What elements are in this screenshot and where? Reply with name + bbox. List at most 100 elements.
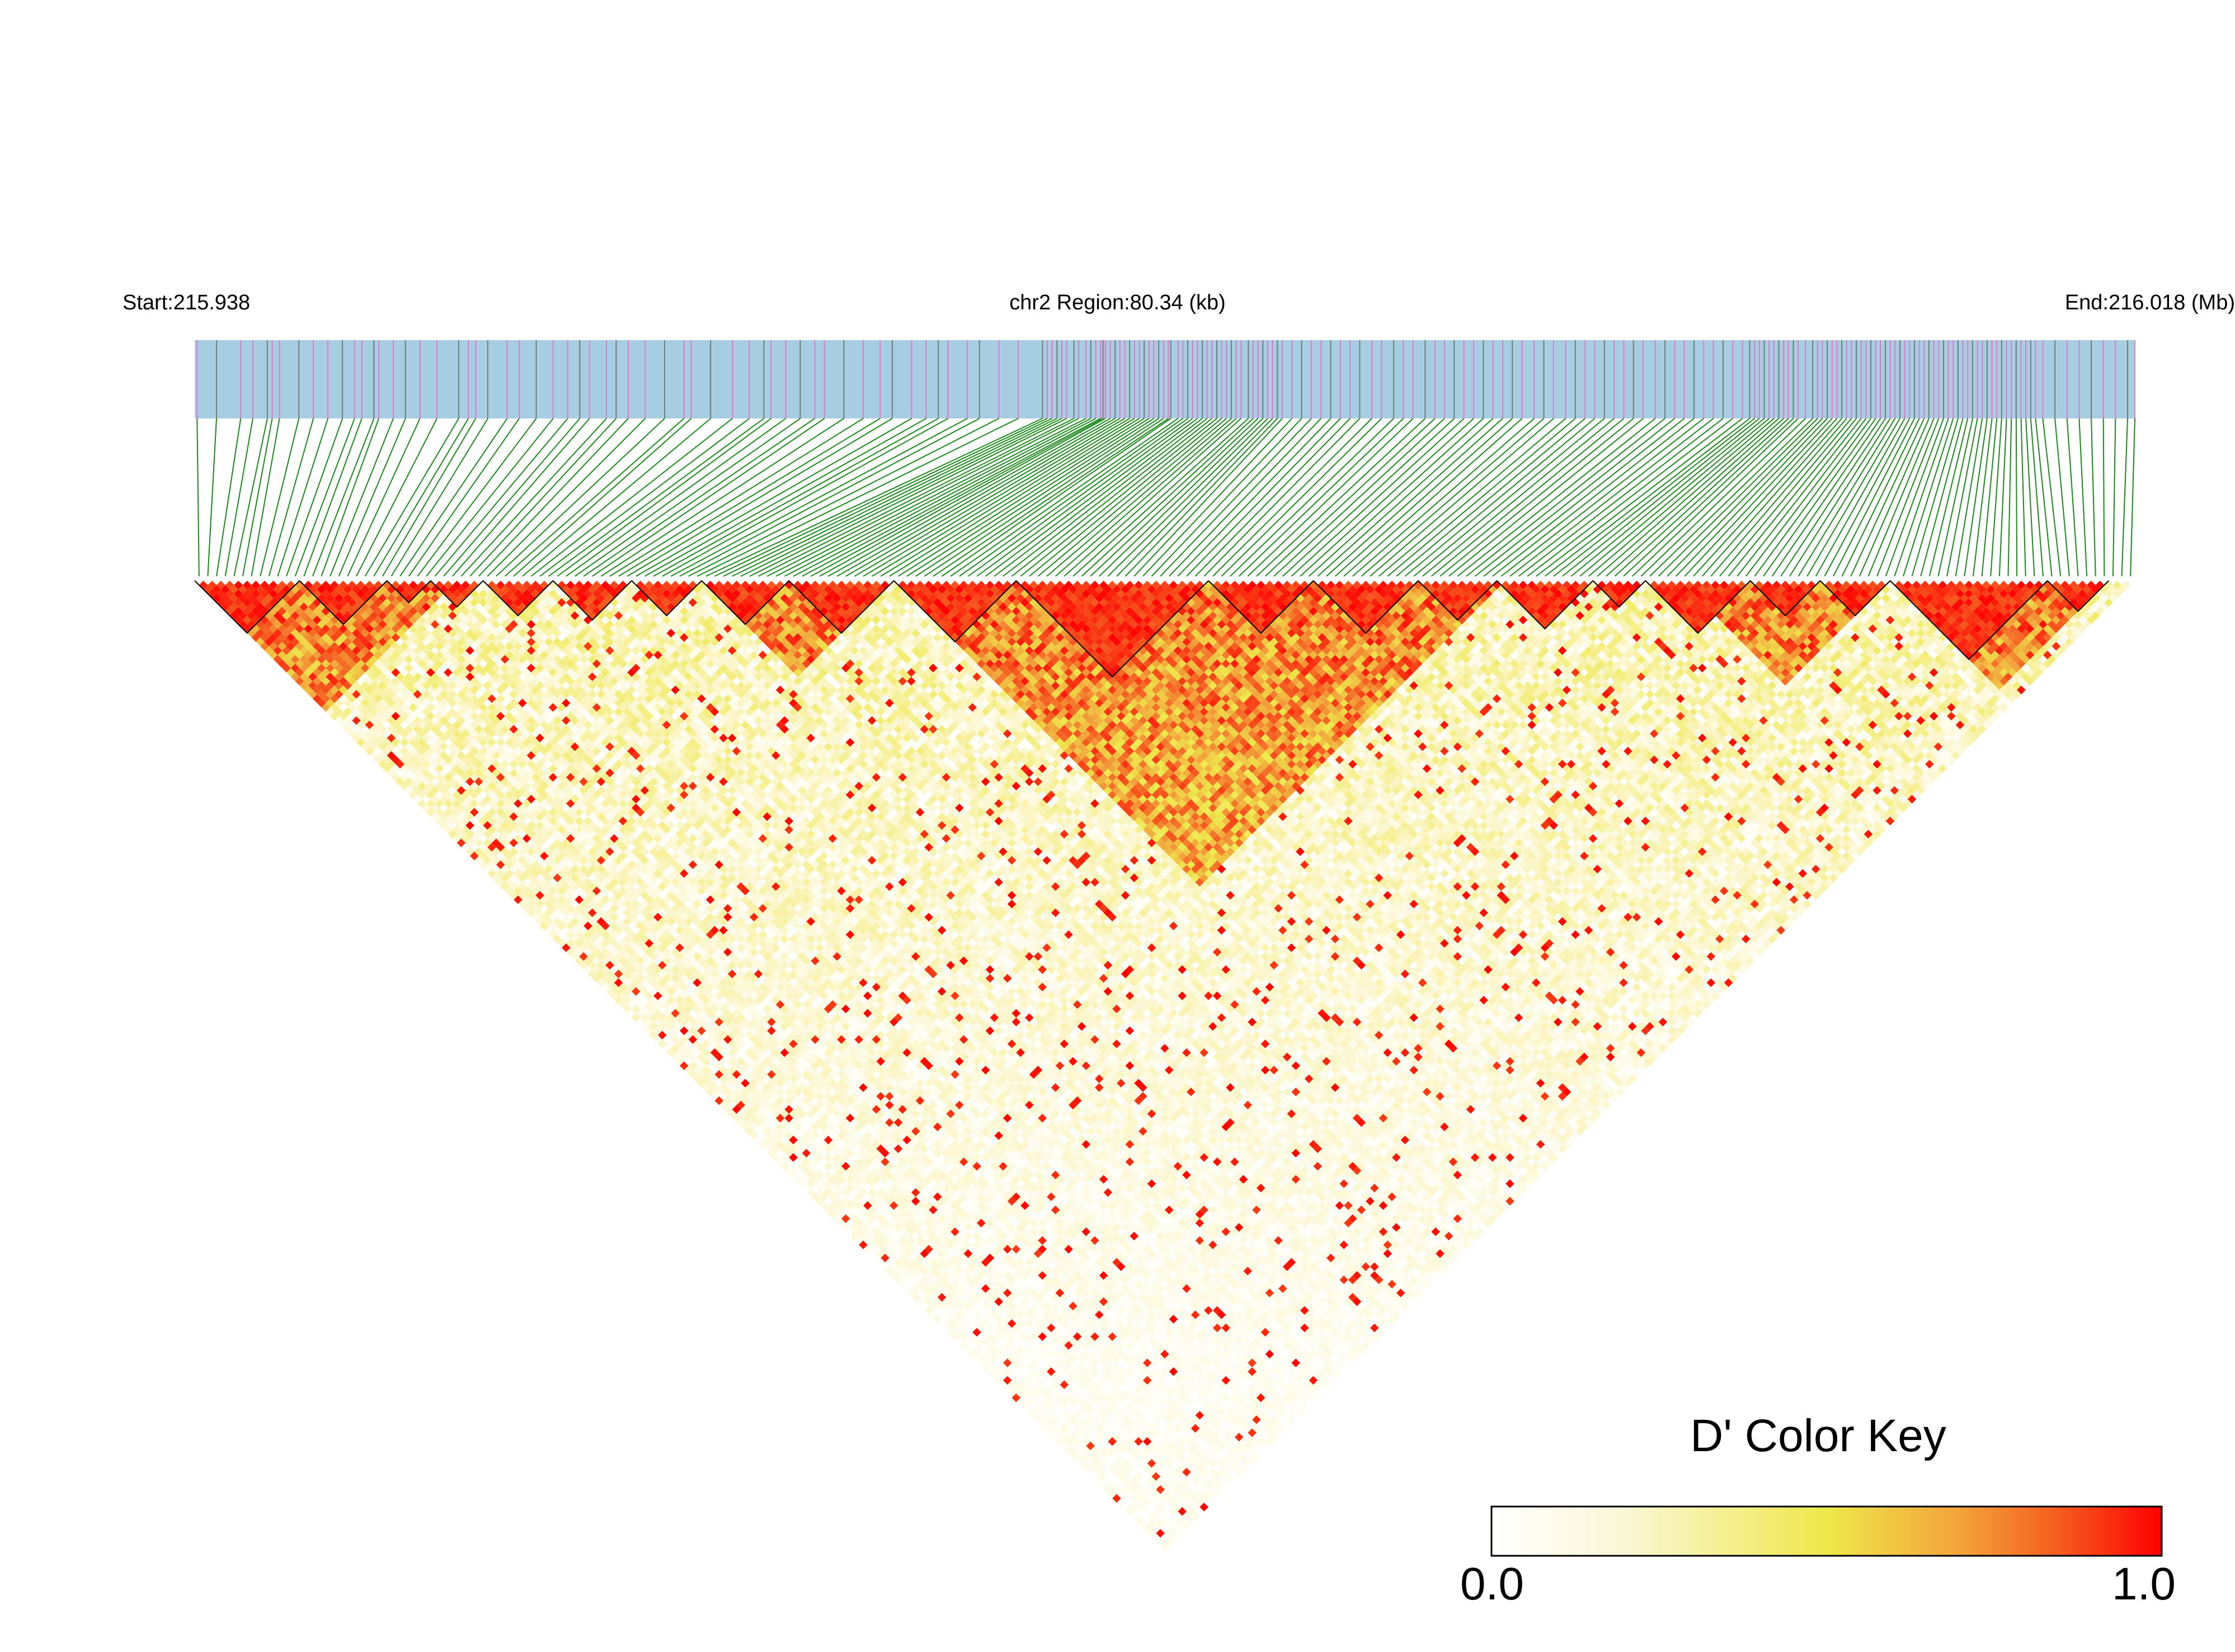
ld-cell: [579, 961, 588, 970]
ld-cell: [811, 1175, 820, 1184]
ld-cell: [959, 1341, 968, 1350]
ld-cell: [1117, 1481, 1126, 1490]
snp-connector-line: [1553, 418, 1755, 577]
ld-cell: [251, 606, 261, 616]
ld-cell: [356, 712, 365, 721]
ld-cell: [784, 1166, 794, 1175]
snp-connector-line: [1867, 418, 1935, 577]
ld-cell: [885, 1267, 894, 1276]
snp-connector-line: [967, 418, 1188, 577]
ld-cell: [478, 843, 488, 852]
ld-cell: [1020, 1385, 1029, 1394]
ld-cell: [824, 1188, 833, 1197]
ld-cell: [942, 1297, 951, 1306]
ld-cell: [1069, 1441, 1077, 1451]
ld-cell: [981, 1354, 990, 1363]
snp-connector-line: [426, 418, 554, 577]
ld-cell: [780, 1144, 789, 1154]
ld-cell: [688, 1043, 698, 1053]
snp-connector-line: [1719, 418, 1852, 577]
snp-connector-line: [356, 418, 437, 577]
ld-cell: [859, 1223, 868, 1232]
ld-cell: [1072, 1437, 1082, 1446]
ld-cell: [806, 1170, 816, 1180]
ld-cell: [1117, 1489, 1126, 1499]
snp-connector-line: [216, 418, 242, 577]
ld-cell: [396, 768, 404, 778]
ld-cell: [544, 926, 553, 935]
snp-connector-line: [1133, 418, 1283, 577]
snp-connector-line: [1221, 418, 1382, 577]
snp-connector-line: [1081, 418, 1254, 577]
ld-cell: [863, 1236, 872, 1245]
ld-cell: [1069, 1433, 1077, 1442]
ld-cell: [382, 738, 392, 747]
snp-connector-line: [636, 418, 912, 577]
snp-connector-line: [539, 418, 750, 577]
snp-connector-line: [705, 418, 1043, 577]
ld-cell: [832, 1188, 841, 1197]
ld-cell: [881, 1245, 890, 1254]
snp-connector-line: [399, 418, 508, 577]
ld-cell: [972, 1336, 981, 1345]
ld-cell: [841, 1214, 850, 1223]
snp-connector-line: [1885, 418, 1944, 577]
snp-connector-line: [1500, 418, 1704, 577]
snp-connector-line: [373, 418, 469, 577]
ld-cell: [972, 1345, 981, 1354]
snp-connector-line: [1107, 418, 1268, 577]
snp-connector-lines: [196, 418, 2135, 577]
ld-cell: [273, 646, 283, 655]
ld-cell: [1090, 1455, 1099, 1463]
ld-cell: [544, 917, 553, 926]
ld-cell: [1142, 1515, 1152, 1525]
ld-cell: [531, 904, 540, 913]
ld-cell: [1025, 1397, 1034, 1407]
ld-cell: [238, 594, 247, 603]
ld-cell: [1011, 1376, 1021, 1385]
ld-cell: [959, 1332, 968, 1342]
snp-connector-line: [1387, 418, 1576, 577]
snp-connector-line: [714, 418, 1048, 577]
snp-connector-line: [810, 418, 1104, 577]
ld-cell: [632, 1013, 641, 1022]
snp-connector-line: [513, 418, 692, 577]
ld-cell: [264, 646, 274, 655]
ld-cell: [911, 1267, 920, 1276]
ld-cell: [439, 821, 449, 830]
snp-connector-line: [1693, 418, 1838, 577]
snp-connector-line: [1230, 418, 1394, 577]
ld-cell: [688, 1061, 698, 1070]
snp-connector-line: [196, 418, 200, 577]
ld-cell: [247, 603, 256, 611]
ld-cell: [780, 1153, 789, 1162]
snp-connector-line: [1876, 418, 1940, 577]
ld-cell: [963, 1328, 973, 1337]
snp-connector-line: [1300, 418, 1474, 577]
ld-cell: [1060, 1441, 1069, 1451]
ld-cell: [1077, 1450, 1086, 1459]
ld-cell: [937, 1310, 947, 1320]
snp-connector-line: [303, 418, 363, 577]
ld-cell: [920, 1284, 929, 1293]
ld-cell: [811, 1183, 820, 1193]
ld-cell: [518, 873, 527, 882]
ld-cell: [277, 659, 287, 669]
ld-cell: [478, 851, 488, 860]
ld-cell: [775, 1149, 785, 1158]
ld-cell: [946, 1319, 956, 1328]
snp-connector-line: [1116, 418, 1273, 577]
ld-cell: [802, 1175, 811, 1184]
ld-cell: [1011, 1367, 1021, 1376]
ld-cell: [784, 1149, 794, 1158]
snp-connector-line: [1037, 418, 1227, 577]
ld-cell: [1033, 1397, 1043, 1407]
ld-cell: [819, 1201, 829, 1210]
snp-connector-line: [434, 418, 568, 577]
ld-cell: [1042, 1406, 1051, 1415]
ld-cell: [478, 860, 488, 869]
ld-cell: [1038, 1419, 1047, 1429]
snp-connector-line: [2121, 418, 2129, 577]
ld-cell: [977, 1349, 986, 1359]
snp-connector-line: [688, 418, 999, 577]
